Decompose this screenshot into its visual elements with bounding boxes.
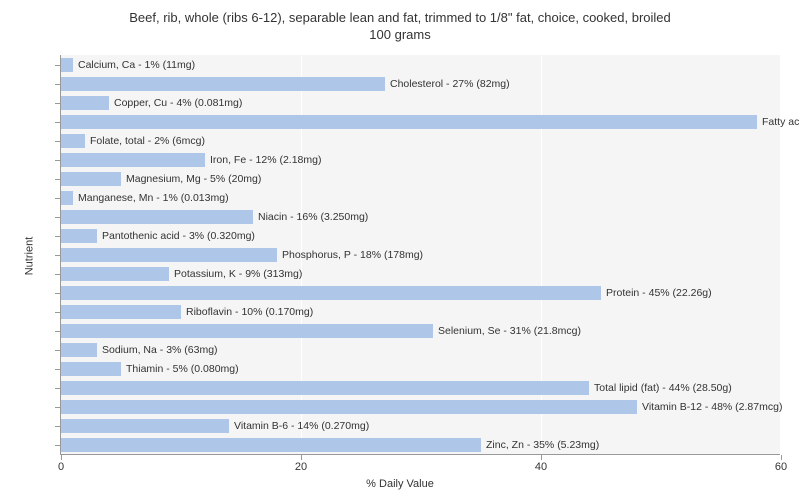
y-tick — [55, 255, 61, 256]
bar — [61, 191, 73, 205]
title-line-1: Beef, rib, whole (ribs 6-12), separable … — [0, 10, 800, 27]
x-tick-label: 40 — [535, 461, 547, 473]
bar-label: Phosphorus, P - 18% (178mg) — [282, 248, 423, 262]
bar — [61, 115, 757, 129]
bar — [61, 96, 109, 110]
y-tick — [55, 426, 61, 427]
y-tick — [55, 293, 61, 294]
bar-label: Magnesium, Mg - 5% (20mg) — [126, 172, 261, 186]
bar-label: Folate, total - 2% (6mcg) — [90, 134, 205, 148]
bar-label: Thiamin - 5% (0.080mg) — [126, 362, 239, 376]
bar — [61, 58, 73, 72]
bar-label: Niacin - 16% (3.250mg) — [258, 210, 368, 224]
y-tick — [55, 445, 61, 446]
bar — [61, 381, 589, 395]
bar — [61, 343, 97, 357]
bar-label: Iron, Fe - 12% (2.18mg) — [210, 153, 321, 167]
y-tick — [55, 217, 61, 218]
bar-label: Vitamin B-12 - 48% (2.87mcg) — [642, 400, 782, 414]
bar — [61, 172, 121, 186]
bar-label: Vitamin B-6 - 14% (0.270mg) — [234, 419, 369, 433]
chart-container: Beef, rib, whole (ribs 6-12), separable … — [0, 0, 800, 500]
x-tick — [541, 455, 542, 460]
y-tick — [55, 369, 61, 370]
bar — [61, 419, 229, 433]
y-tick — [55, 141, 61, 142]
bar-label: Calcium, Ca - 1% (11mg) — [78, 58, 195, 72]
y-axis-label: Nutrient — [23, 237, 35, 276]
bar-label: Potassium, K - 9% (313mg) — [174, 267, 302, 281]
x-tick — [781, 455, 782, 460]
bar-label: Zinc, Zn - 35% (5.23mg) — [486, 438, 599, 452]
y-tick — [55, 122, 61, 123]
bar-label: Pantothenic acid - 3% (0.320mg) — [102, 229, 255, 243]
x-tick-label: 60 — [775, 461, 787, 473]
bar — [61, 286, 601, 300]
title-line-2: 100 grams — [0, 27, 800, 44]
y-tick — [55, 160, 61, 161]
bar-label: Copper, Cu - 4% (0.081mg) — [114, 96, 242, 110]
bar — [61, 153, 205, 167]
x-tick — [301, 455, 302, 460]
bar — [61, 305, 181, 319]
y-tick — [55, 179, 61, 180]
bar-label: Fatty acids, total saturated - 58% (11.5… — [762, 115, 800, 129]
bar-label: Selenium, Se - 31% (21.8mcg) — [438, 324, 581, 338]
y-tick — [55, 350, 61, 351]
x-tick-label: 0 — [58, 461, 64, 473]
chart-title: Beef, rib, whole (ribs 6-12), separable … — [0, 0, 800, 44]
bar-label: Manganese, Mn - 1% (0.013mg) — [78, 191, 229, 205]
bar-label: Total lipid (fat) - 44% (28.50g) — [594, 381, 732, 395]
x-tick-label: 20 — [295, 461, 307, 473]
bar — [61, 362, 121, 376]
bar-label: Sodium, Na - 3% (63mg) — [102, 343, 218, 357]
x-axis-label: % Daily Value — [366, 478, 434, 490]
y-tick — [55, 274, 61, 275]
y-tick — [55, 65, 61, 66]
x-tick — [61, 455, 62, 460]
bar — [61, 324, 433, 338]
bar — [61, 267, 169, 281]
y-tick — [55, 84, 61, 85]
bar — [61, 77, 385, 91]
y-tick — [55, 388, 61, 389]
bar — [61, 248, 277, 262]
plot-area: 0204060Calcium, Ca - 1% (11mg)Cholestero… — [60, 55, 780, 455]
y-tick — [55, 407, 61, 408]
bar — [61, 229, 97, 243]
y-tick — [55, 312, 61, 313]
y-tick — [55, 236, 61, 237]
bar-label: Riboflavin - 10% (0.170mg) — [186, 305, 313, 319]
y-tick — [55, 103, 61, 104]
y-tick — [55, 198, 61, 199]
bar — [61, 134, 85, 148]
bar-label: Cholesterol - 27% (82mg) — [390, 77, 510, 91]
bar — [61, 210, 253, 224]
bar — [61, 400, 637, 414]
bar — [61, 438, 481, 452]
y-tick — [55, 331, 61, 332]
bar-label: Protein - 45% (22.26g) — [606, 286, 712, 300]
